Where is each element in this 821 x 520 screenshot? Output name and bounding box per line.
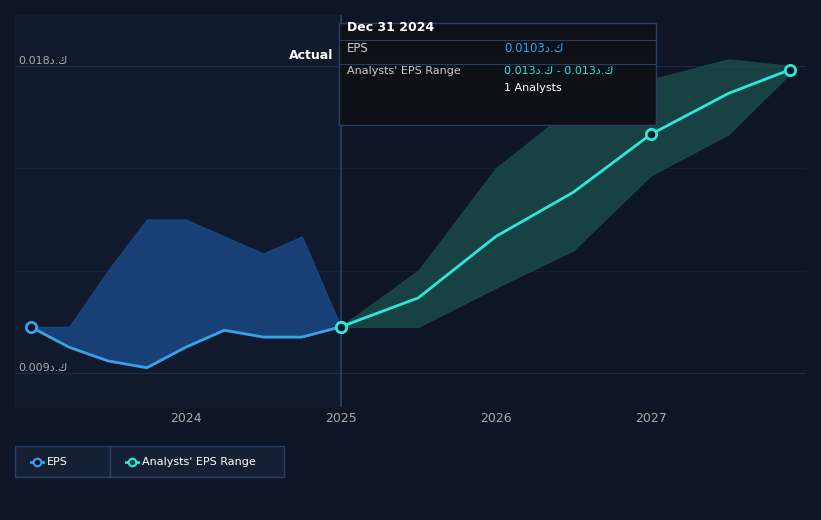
Point	[784, 66, 797, 74]
Point	[334, 323, 347, 331]
Point	[644, 130, 658, 138]
Text: 0.0103د.ك: 0.0103د.ك	[504, 42, 563, 55]
FancyBboxPatch shape	[110, 446, 284, 477]
Text: Analysts' EPS Range: Analysts' EPS Range	[347, 66, 461, 76]
Text: EPS: EPS	[347, 42, 369, 55]
Bar	[15, 15, 341, 407]
Text: Analysts' EPS Range: Analysts' EPS Range	[141, 457, 255, 467]
Text: EPS: EPS	[47, 457, 67, 467]
FancyBboxPatch shape	[15, 446, 110, 477]
Point	[334, 323, 347, 331]
Text: Actual: Actual	[288, 49, 333, 62]
Text: 0.009د.ك: 0.009د.ك	[18, 363, 67, 373]
Text: Dec 31 2024: Dec 31 2024	[347, 21, 434, 34]
Point	[24, 323, 37, 331]
Text: 0.018د.ك: 0.018د.ك	[18, 56, 67, 66]
Text: 0.013د.ك - 0.013د.ك: 0.013د.ك - 0.013د.ك	[504, 66, 613, 76]
Text: 1 Analysts: 1 Analysts	[504, 83, 562, 94]
FancyBboxPatch shape	[339, 23, 656, 125]
Text: Analysts Forecasts: Analysts Forecasts	[348, 49, 465, 62]
